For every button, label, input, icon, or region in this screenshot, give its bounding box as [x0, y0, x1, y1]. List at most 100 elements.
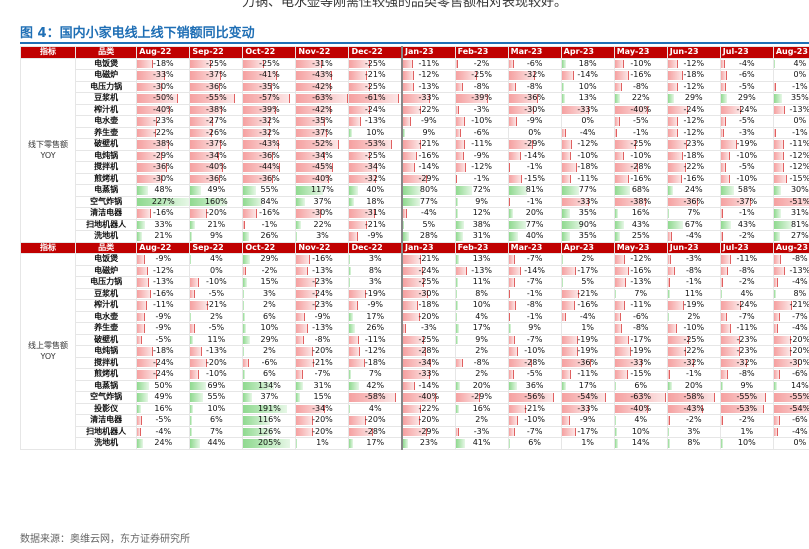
value-text: 6%: [528, 438, 541, 447]
value-cell: -21%: [507, 402, 562, 415]
negative-bar: [243, 151, 274, 160]
value-text: 69%: [207, 380, 226, 390]
negative-bar: [296, 163, 334, 172]
value-cell: 50%: [136, 379, 191, 392]
value-text: -13%: [152, 277, 174, 286]
value-cell: 4%: [772, 57, 809, 70]
value-cell: -19%: [560, 345, 615, 358]
value-cell: 2%: [666, 310, 721, 323]
value-text: -56%: [524, 392, 545, 401]
value-cell: 9%: [401, 126, 456, 139]
table-row: 投影仪 16% 10% 191% -34% 4% -22% 16% -21% -33% -40% -4…: [21, 402, 809, 415]
value-cell: -4%: [772, 425, 809, 438]
value-cell: -10%: [613, 149, 668, 162]
value-cell: -20%: [189, 207, 244, 220]
negative-bar: [721, 266, 729, 275]
category-cell: 扫地机器人: [75, 425, 138, 438]
negative-bar: [615, 347, 631, 356]
value-cell: 20%: [507, 207, 562, 220]
value-text: 16%: [472, 403, 491, 413]
value-cell: 5%: [401, 218, 456, 231]
header-indicator: 指标: [20, 46, 77, 59]
value-text: -36%: [577, 357, 599, 367]
negative-bar: [296, 312, 305, 321]
table-row: 破壁机 -38% -37% -43% -52% -53% -21% -11% -29% -12% -…: [21, 138, 809, 151]
value-text: 18%: [578, 58, 597, 68]
negative-bar: [296, 71, 332, 80]
negative-bar: [456, 163, 467, 172]
value-text: -13%: [312, 265, 333, 275]
negative-bar: [404, 174, 427, 183]
value-text: -8%: [792, 254, 808, 263]
value-text: 11%: [684, 288, 703, 298]
value-text: -22%: [683, 162, 705, 171]
value-text: -12%: [577, 139, 599, 148]
negative-bar: [404, 140, 421, 149]
value-text: 55%: [207, 392, 226, 401]
positive-bar: [404, 220, 405, 229]
negative-bar: [404, 312, 420, 321]
value-text: -25%: [364, 58, 386, 68]
value-cell: -10%: [454, 115, 509, 128]
value-cell: -6%: [242, 356, 297, 369]
value-text: -58%: [364, 392, 386, 401]
value-text: -43%: [312, 70, 333, 79]
value-cell: -30%: [401, 287, 456, 300]
value-cell: 10%: [348, 126, 403, 139]
value-text: -11%: [418, 58, 440, 68]
value-cell: -45%: [295, 161, 350, 174]
value-text: 7%: [634, 288, 648, 298]
negative-bar: [296, 427, 314, 436]
value-cell: -25%: [189, 57, 244, 70]
value-text: -1%: [473, 173, 490, 183]
value-text: -12%: [418, 70, 440, 79]
value-cell: 3%: [348, 253, 403, 266]
value-text: -30%: [524, 104, 545, 114]
value-cell: -36%: [189, 172, 244, 185]
value-cell: -23%: [136, 115, 191, 128]
value-cell: -25%: [666, 333, 721, 346]
positive-bar: [456, 404, 460, 413]
value-text: -11%: [152, 300, 174, 309]
value-text: -6%: [632, 311, 649, 321]
value-cell: -24%: [666, 103, 721, 116]
table-row: 清洁电器 -5% 6% 116% -20% -20% -20% 2% -10% -9% 4% -2% -…: [21, 414, 809, 427]
value-text: -21%: [789, 300, 809, 309]
value-text: 80%: [419, 185, 438, 194]
value-text: -33%: [418, 93, 440, 102]
value-cell: 17%: [348, 310, 403, 323]
negative-bar: [137, 94, 179, 103]
header-category: 品类: [75, 241, 138, 254]
value-text: -28%: [364, 426, 386, 436]
value-cell: 31%: [295, 379, 350, 392]
value-cell: -29%: [401, 425, 456, 438]
negative-bar: [721, 128, 725, 137]
category-cell: 电饭煲: [75, 57, 138, 70]
value-text: -33%: [577, 104, 599, 114]
value-text: 9%: [422, 127, 436, 137]
positive-bar: [137, 232, 143, 241]
table-row: 豆浆机 -50% -55% -57% -63% -61% -33% -39% -36% 13% 22…: [21, 92, 809, 105]
negative-bar: [137, 416, 143, 425]
header-month: Aug-22: [136, 241, 191, 254]
value-cell: -36%: [136, 161, 191, 174]
value-text: 77%: [578, 185, 597, 194]
negative-bar: [721, 416, 724, 425]
positive-bar: [456, 255, 459, 264]
value-cell: 49%: [189, 184, 244, 197]
positive-bar: [774, 381, 777, 390]
value-cell: -20%: [401, 310, 456, 323]
value-cell: -30%: [772, 356, 809, 369]
category-cell: 扫地机器人: [75, 218, 138, 231]
negative-bar: [774, 427, 779, 436]
value-cell: 16%: [136, 402, 191, 415]
negative-bar: [404, 278, 424, 287]
category-cell: 清洁电器: [75, 414, 138, 427]
negative-bar: [243, 358, 250, 367]
value-cell: -61%: [348, 92, 403, 105]
header-category: 品类: [75, 46, 138, 59]
negative-bar: [456, 174, 458, 183]
value-cell: -1%: [507, 195, 562, 208]
value-text: -25%: [471, 70, 492, 79]
value-cell: -13%: [295, 322, 350, 335]
